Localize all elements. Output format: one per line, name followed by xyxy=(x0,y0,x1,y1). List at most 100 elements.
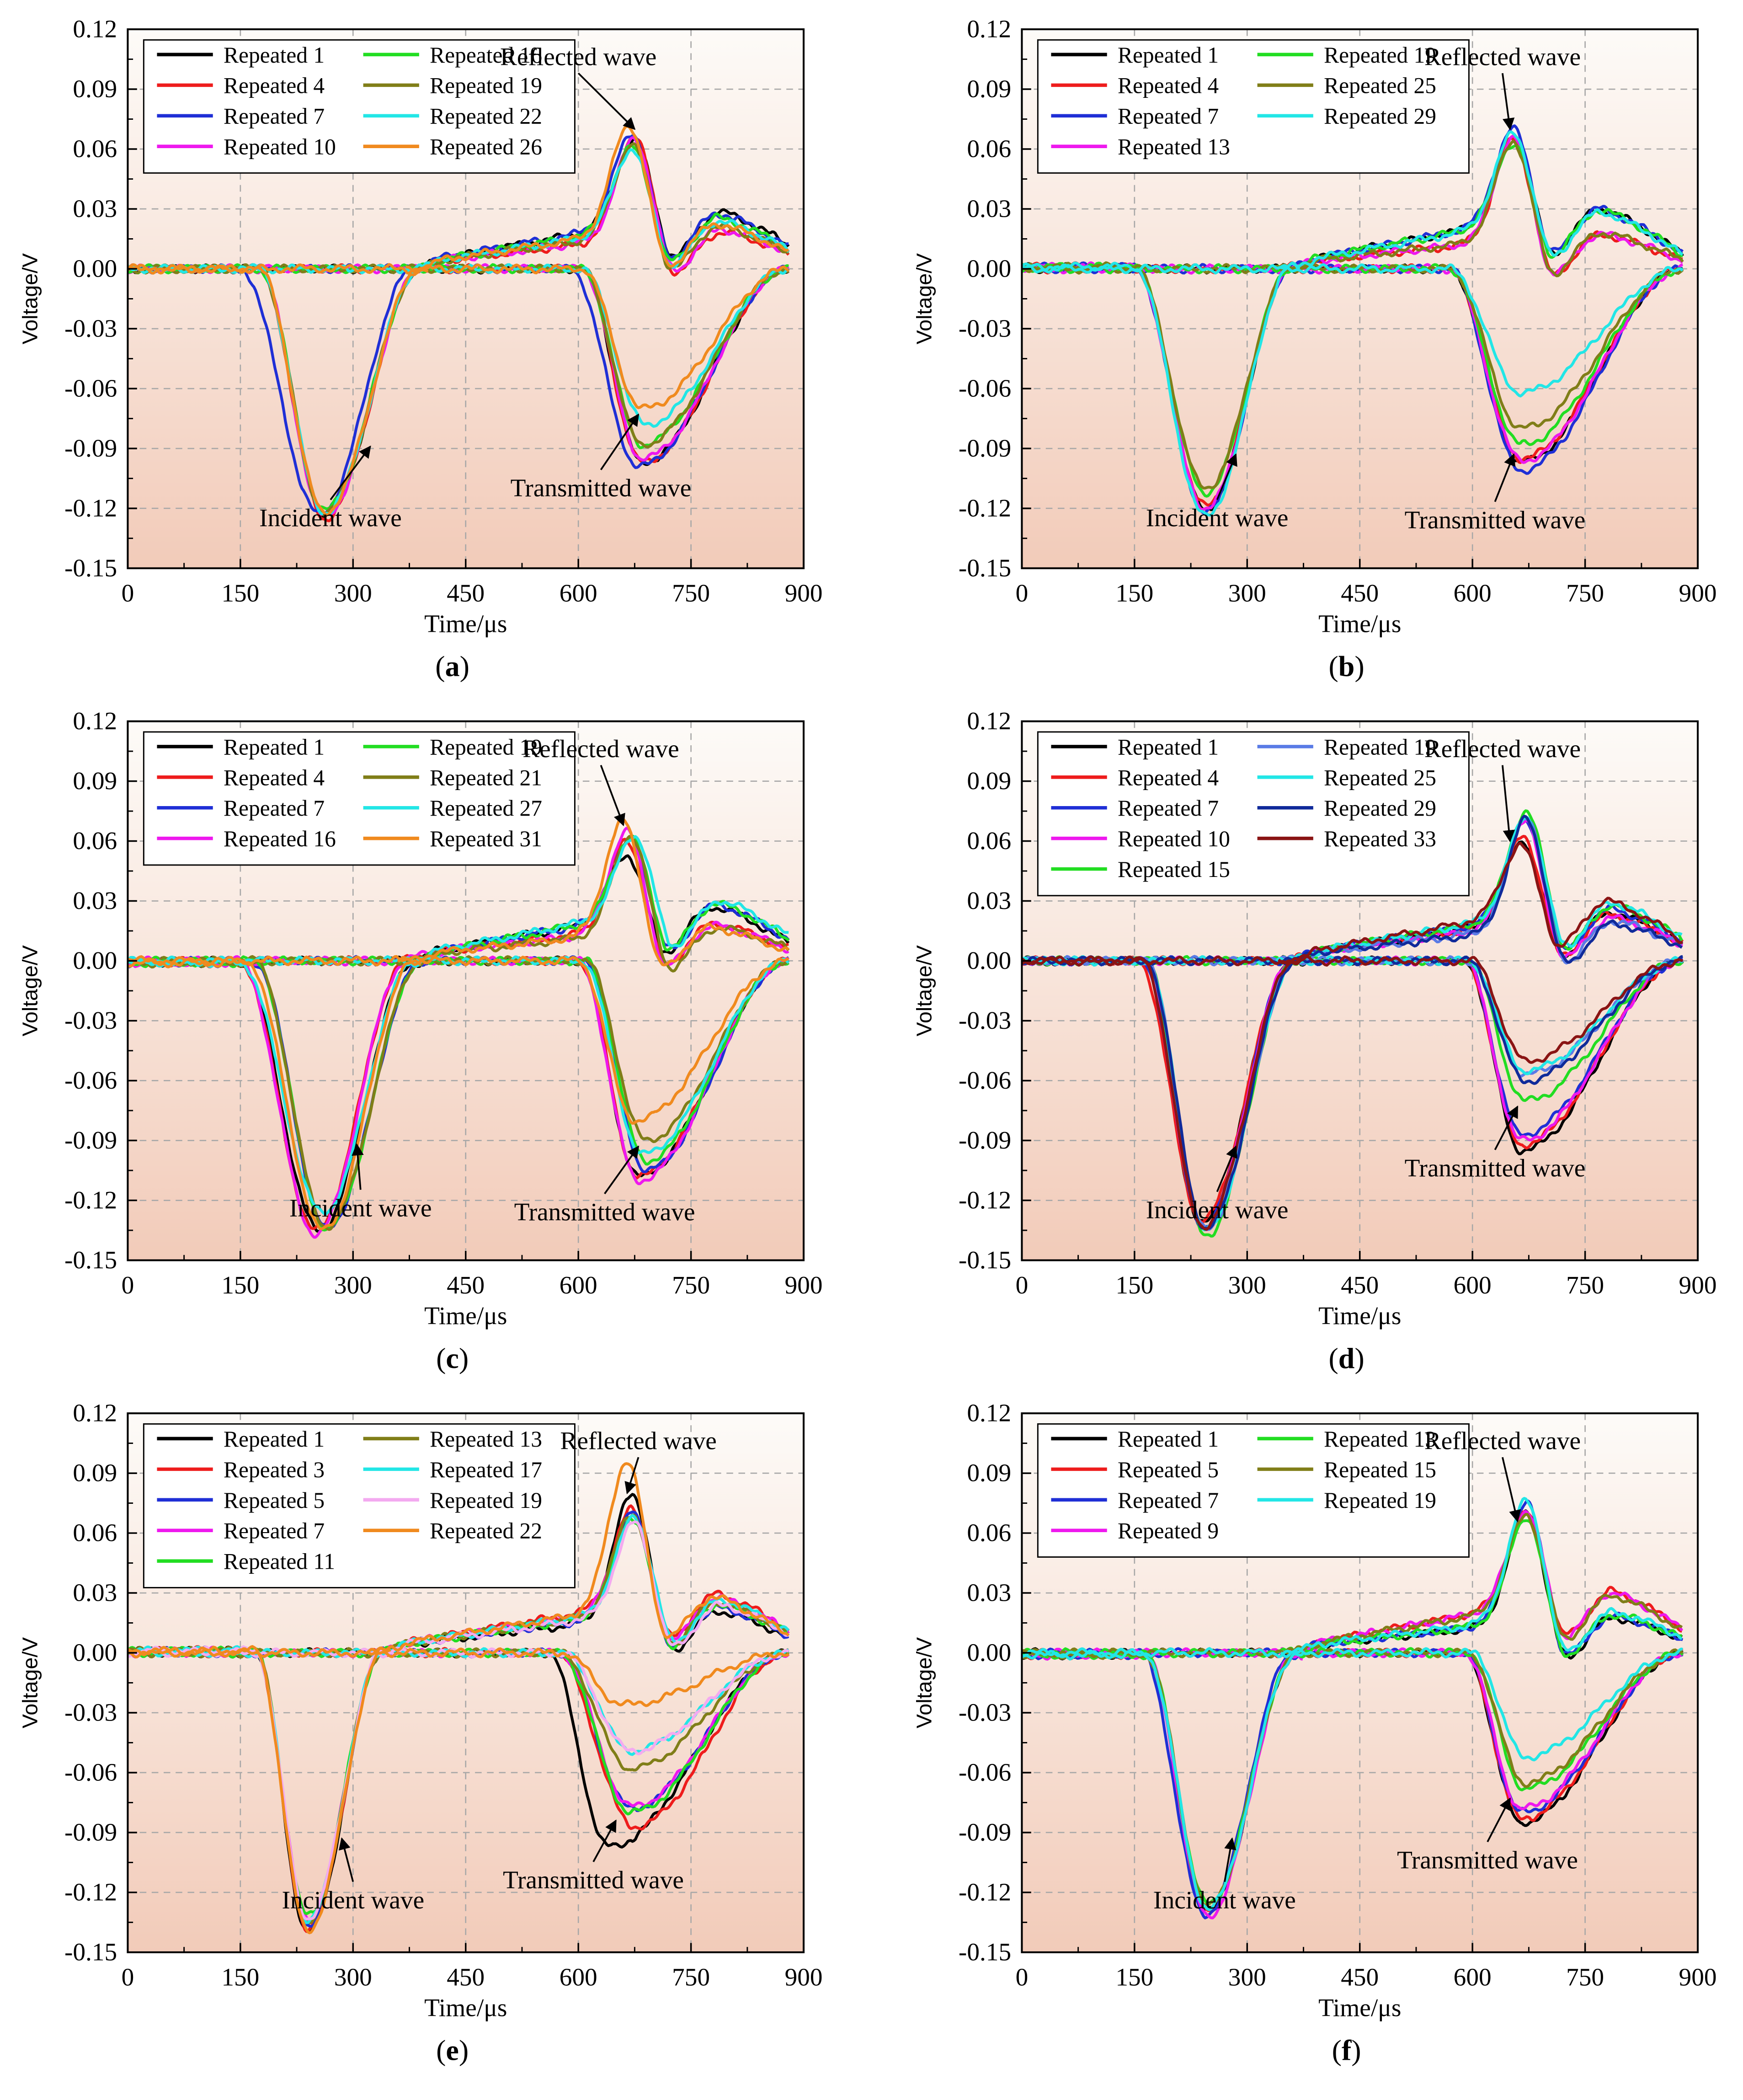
annotations: Reflected wave Incident wave Transmitted w… xyxy=(1153,1427,1581,1914)
legend-label: Repeated 19 xyxy=(430,73,542,98)
annotations: Reflected wave Incident wave Transmitted w… xyxy=(289,735,695,1226)
legend-box xyxy=(1037,731,1470,897)
ticks: 0 150 300 450 600 750 900 -0.15 -0.12 -0.09 -0.06 -… xyxy=(64,707,823,1299)
annotation-arrow xyxy=(352,1143,364,1190)
annotation-transmitted-wave: Transmitted wave xyxy=(503,1866,684,1894)
legend-label: Repeated 1 xyxy=(1118,1427,1219,1452)
caption-paren-close: ) xyxy=(1354,650,1364,683)
legend: Repeated 1 Repeated 4 Repeated 7 Repeated 1… xyxy=(1037,39,1470,174)
legend-label: Repeated 3 xyxy=(224,1457,325,1482)
panel-caption: (e) xyxy=(436,2034,469,2067)
annotation-arrow xyxy=(592,1819,617,1862)
x-tick-label: 900 xyxy=(785,1963,823,1991)
legend-label: Repeated 7 xyxy=(1118,1488,1219,1513)
legend-box xyxy=(143,39,576,174)
x-tick-label: 600 xyxy=(560,1271,597,1299)
annotation-incident-wave: Incident wave xyxy=(1146,1196,1289,1224)
caption-letter: f xyxy=(1342,2034,1352,2067)
x-tick-label: 750 xyxy=(1566,1271,1604,1299)
legend-label: Repeated 7 xyxy=(224,1518,325,1544)
y-tick-label: -0.03 xyxy=(959,314,1011,342)
annotation-reflected-wave: Reflected wave xyxy=(1424,43,1581,71)
y-tick-label: 0.03 xyxy=(73,887,117,914)
legend-label: Repeated 1 xyxy=(1118,734,1219,759)
legend-label: Repeated 16 xyxy=(430,43,542,68)
caption-paren-open: ( xyxy=(436,1342,446,1374)
x-tick-label: 450 xyxy=(1341,1271,1379,1299)
y-tick-label: -0.06 xyxy=(64,1758,117,1786)
series-line-transmitted xyxy=(128,955,789,1125)
x-tick-label: 0 xyxy=(1016,1963,1029,1991)
annotation-incident-wave: Incident wave xyxy=(1153,1886,1296,1914)
x-tick-label: 450 xyxy=(447,1963,485,1991)
x-tick-label: 0 xyxy=(1016,1271,1029,1299)
legend-label: Repeated 29 xyxy=(1324,796,1436,821)
caption-letter: b xyxy=(1338,650,1355,683)
x-tick-label: 300 xyxy=(1228,1271,1266,1299)
y-tick-label: 0.03 xyxy=(967,887,1011,914)
panel-caption: (b) xyxy=(1328,650,1364,683)
chart-f: 0 150 300 450 600 750 900 -0.15 -0.12 -0.09 -0.06 -… xyxy=(912,1399,1716,2067)
x-tick-label: 600 xyxy=(1454,1271,1492,1299)
x-tick-label: 750 xyxy=(1566,579,1604,607)
curves xyxy=(128,124,790,523)
y-tick-label: -0.12 xyxy=(959,1878,1011,1906)
series-line-reflected xyxy=(1278,842,1683,965)
legend-label: Repeated 4 xyxy=(1118,765,1219,790)
ticks: 0 150 300 450 600 750 900 -0.15 -0.12 -0.09 -0.06 -… xyxy=(959,15,1717,607)
legend-label: Repeated 9 xyxy=(1118,1518,1219,1544)
y-tick-label: -0.06 xyxy=(64,374,117,402)
x-tick-label: 900 xyxy=(785,579,823,607)
series-line-transmitted xyxy=(1022,955,1683,1064)
ticks: 0 150 300 450 600 750 900 -0.15 -0.12 -0.09 -0.06 -… xyxy=(64,15,823,607)
series-line-incident xyxy=(1022,1649,1304,1911)
y-tick-label: 0.00 xyxy=(73,254,117,282)
y-tick-label: -0.12 xyxy=(959,494,1011,522)
x-tick-label: 150 xyxy=(221,1963,259,1991)
panel-caption: (c) xyxy=(436,1342,469,1374)
series-line-transmitted xyxy=(128,263,790,409)
annotation-transmitted-wave: Transmitted wave xyxy=(511,474,692,502)
legend-label: Repeated 1 xyxy=(224,734,325,759)
annotation-arrow xyxy=(1216,453,1237,500)
legend-label: Repeated 7 xyxy=(1118,104,1219,129)
x-tick-label: 900 xyxy=(1679,1271,1717,1299)
y-tick-label: 0.00 xyxy=(967,254,1011,282)
x-tick-label: 150 xyxy=(221,579,259,607)
series-line-reflected xyxy=(1280,1512,1683,1657)
annotation-reflected-wave: Reflected wave xyxy=(1424,735,1581,763)
legend-label: Repeated 25 xyxy=(1324,73,1436,98)
legend-label: Repeated 31 xyxy=(430,826,542,851)
ticks: 0 150 300 450 600 750 900 -0.15 -0.12 -0.09 -0.06 -… xyxy=(959,707,1717,1299)
series-line-reflected xyxy=(1276,144,1683,272)
ticks: 0 150 300 450 600 750 900 -0.15 -0.12 -0.09 -0.06 -… xyxy=(64,1399,823,1991)
y-tick-label: 0.00 xyxy=(967,1638,1011,1666)
curves xyxy=(1022,124,1684,517)
annotations: Reflected wave Incident wave Transmitted w… xyxy=(1146,735,1586,1224)
legend-label: Repeated 13 xyxy=(430,1427,542,1452)
annotation-arrow xyxy=(600,764,625,827)
y-tick-label: 0.12 xyxy=(967,707,1011,735)
legend-label: Repeated 13 xyxy=(1118,134,1230,160)
y-tick-label: 0.09 xyxy=(967,1459,1011,1487)
series-line-reflected xyxy=(1280,816,1683,966)
series-line-reflected xyxy=(1276,139,1684,278)
y-tick-label: -0.15 xyxy=(959,1938,1011,1966)
x-tick-label: 300 xyxy=(1228,1963,1266,1991)
annotation-transmitted-wave: Transmitted wave xyxy=(1397,1846,1578,1874)
y-axis-label: Voltage/V xyxy=(18,945,42,1036)
y-tick-label: 0.12 xyxy=(73,707,117,735)
annotation-incident-wave: Incident wave xyxy=(259,504,402,532)
legend-label: Repeated 16 xyxy=(224,826,336,851)
x-tick-label: 750 xyxy=(672,1963,710,1991)
y-tick-label: 0.03 xyxy=(967,194,1011,222)
y-tick-label: -0.12 xyxy=(959,1186,1011,1214)
x-tick-label: 0 xyxy=(122,1271,134,1299)
series-line-reflected xyxy=(1276,130,1684,270)
x-axis-label: Time/μs xyxy=(424,610,507,638)
legend: Repeated 1 Repeated 3 Repeated 5 Repeated 7… xyxy=(143,1423,576,1588)
y-tick-label: 0.00 xyxy=(967,946,1011,974)
y-tick-label: 0.09 xyxy=(967,75,1011,102)
series-line-reflected xyxy=(367,1520,789,1654)
